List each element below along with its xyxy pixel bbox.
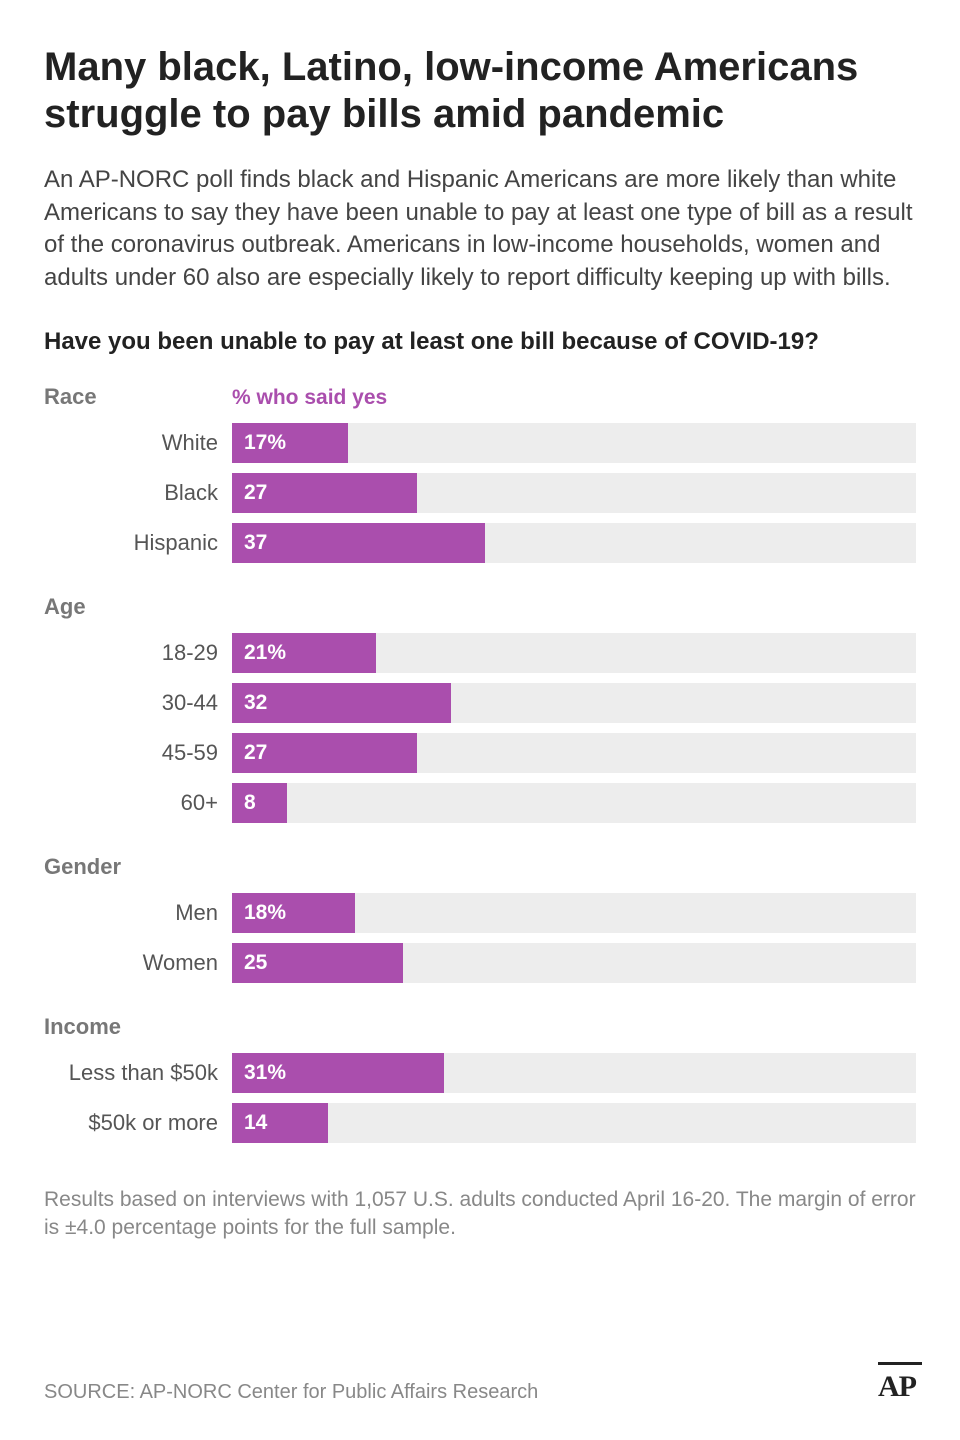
group-label: Income: [44, 1014, 232, 1040]
bar-row: Less than $50k31%: [44, 1050, 916, 1096]
bar-value: 14: [232, 1111, 267, 1135]
footer-row: SOURCE: AP-NORC Center for Public Affair…: [44, 1362, 916, 1404]
bar-row: 45-5927: [44, 730, 916, 776]
bar-track: 25: [232, 943, 916, 983]
bar-fill: 32: [232, 683, 451, 723]
bar-fill: 14: [232, 1103, 328, 1143]
bar-track: 32: [232, 683, 916, 723]
chart-title: Many black, Latino, low-income Americans…: [44, 44, 916, 138]
bar-label: 30-44: [44, 690, 232, 716]
group-label: Age: [44, 594, 232, 620]
bar-track: 31%: [232, 1053, 916, 1093]
bar-value: 17%: [232, 431, 286, 455]
bar-value: 21%: [232, 641, 286, 665]
bar-track: 37: [232, 523, 916, 563]
group-header: Gender: [44, 854, 916, 880]
bar-track: 27: [232, 473, 916, 513]
group-header: Race% who said yes: [44, 384, 916, 410]
chart-area: Race% who said yesWhite17%Black27Hispani…: [44, 384, 916, 1146]
chart-source: SOURCE: AP-NORC Center for Public Affair…: [44, 1381, 538, 1404]
bar-row: Black27: [44, 470, 916, 516]
bar-track: 17%: [232, 423, 916, 463]
bar-fill: 25: [232, 943, 403, 983]
bar-row: Men18%: [44, 890, 916, 936]
bar-row: $50k or more14: [44, 1100, 916, 1146]
bar-value: 18%: [232, 901, 286, 925]
bar-value: 37: [232, 531, 267, 555]
bar-label: Less than $50k: [44, 1060, 232, 1086]
bar-track: 18%: [232, 893, 916, 933]
bar-label: 18-29: [44, 640, 232, 666]
bar-label: 45-59: [44, 740, 232, 766]
bar-track: 14: [232, 1103, 916, 1143]
bar-value: 27: [232, 741, 267, 765]
bar-fill: 27: [232, 473, 417, 513]
group-header: Income: [44, 1014, 916, 1040]
bar-background: [232, 783, 916, 823]
bar-row: 30-4432: [44, 680, 916, 726]
bar-label: White: [44, 430, 232, 456]
bar-fill: 18%: [232, 893, 355, 933]
group-header: Age: [44, 594, 916, 620]
chart-subtitle: An AP-NORC poll finds black and Hispanic…: [44, 164, 916, 294]
chart-legend: % who said yes: [232, 386, 387, 410]
bar-value: 27: [232, 481, 267, 505]
bar-track: 27: [232, 733, 916, 773]
bar-label: Hispanic: [44, 530, 232, 556]
bar-value: 25: [232, 951, 267, 975]
bar-fill: 17%: [232, 423, 348, 463]
chart-group: Age18-2921%30-443245-592760+8: [44, 594, 916, 826]
bar-row: Women25: [44, 940, 916, 986]
bar-track: 21%: [232, 633, 916, 673]
group-label: Gender: [44, 854, 232, 880]
bar-value: 32: [232, 691, 267, 715]
chart-group: Race% who said yesWhite17%Black27Hispani…: [44, 384, 916, 566]
bar-row: Hispanic37: [44, 520, 916, 566]
bar-fill: 21%: [232, 633, 376, 673]
bar-label: Men: [44, 900, 232, 926]
bar-label: Women: [44, 950, 232, 976]
chart-question: Have you been unable to pay at least one…: [44, 328, 916, 356]
bar-label: 60+: [44, 790, 232, 816]
group-label: Race: [44, 384, 232, 410]
bar-value: 8: [232, 791, 256, 815]
bar-fill: 8: [232, 783, 287, 823]
chart-group: GenderMen18%Women25: [44, 854, 916, 986]
bar-label: Black: [44, 480, 232, 506]
bar-label: $50k or more: [44, 1110, 232, 1136]
ap-logo: AP: [878, 1362, 916, 1404]
bar-fill: 31%: [232, 1053, 444, 1093]
bar-track: 8: [232, 783, 916, 823]
bar-fill: 27: [232, 733, 417, 773]
bar-row: 60+8: [44, 780, 916, 826]
bar-value: 31%: [232, 1061, 286, 1085]
bar-background: [232, 1103, 916, 1143]
bar-row: White17%: [44, 420, 916, 466]
chart-group: IncomeLess than $50k31%$50k or more14: [44, 1014, 916, 1146]
bar-row: 18-2921%: [44, 630, 916, 676]
bar-fill: 37: [232, 523, 485, 563]
chart-footnote: Results based on interviews with 1,057 U…: [44, 1186, 916, 1243]
